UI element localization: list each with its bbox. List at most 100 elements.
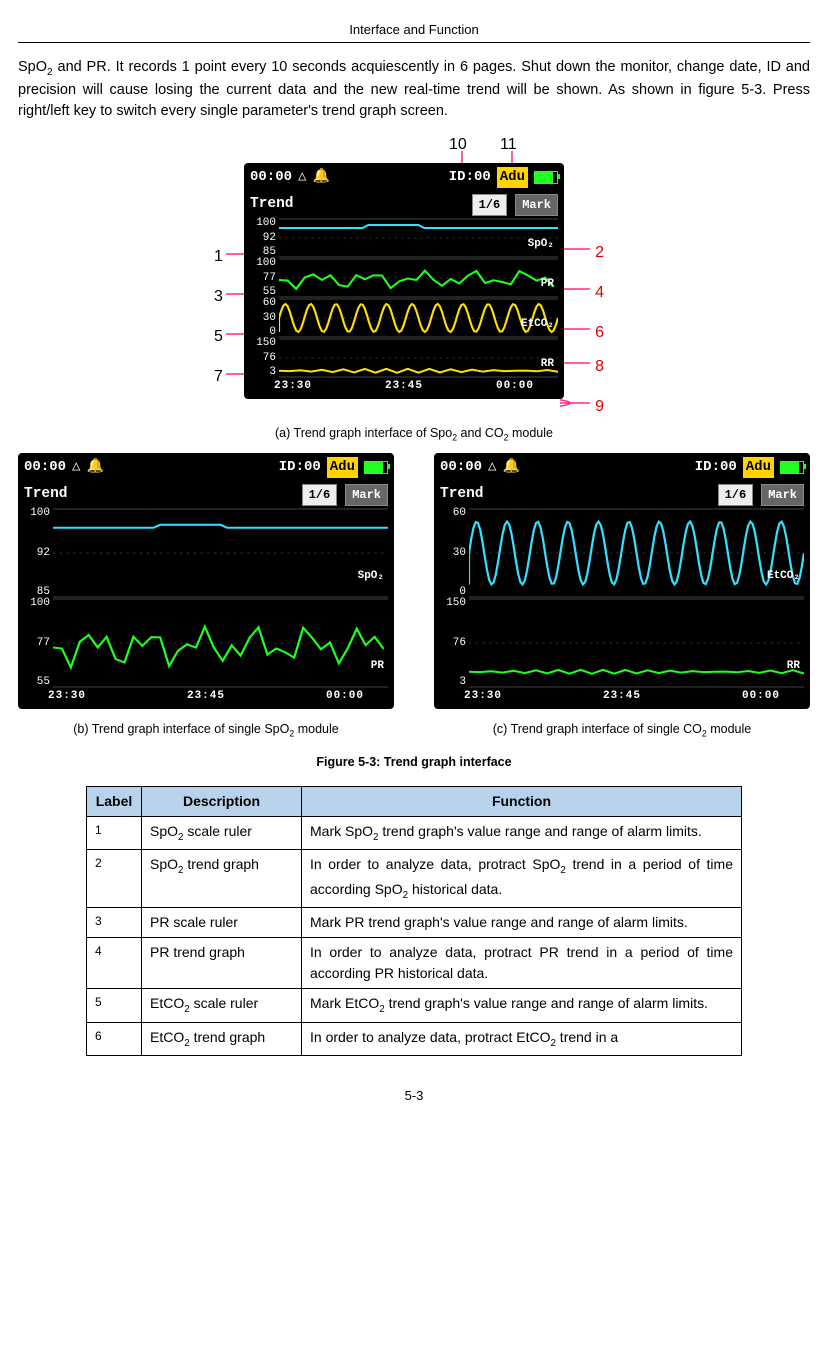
trend-plot: RR (469, 598, 804, 688)
figure-a: 10 11 1 3 5 7 2 4 6 8 9 (18, 133, 810, 445)
table-row: 2 SpO2 trend graph In order to analyze d… (87, 850, 742, 908)
cell-desc: SpO2 trend graph (142, 850, 302, 908)
cell-desc: EtCO2 trend graph (142, 1022, 302, 1055)
time: 00:00 (24, 457, 66, 478)
trend-title: Trend (440, 484, 484, 506)
scale-ruler: 1009285 (250, 218, 279, 258)
cell-func: Mark EtCO2 trend graph's value range and… (302, 989, 742, 1022)
callout-5: 5 (214, 325, 223, 349)
id-label: ID:00 (279, 457, 321, 478)
callout-8: 8 (595, 355, 604, 379)
body-paragraph: SpO2 and PR. It records 1 point every 10… (18, 57, 810, 124)
alarm-tri-icon: △ (72, 457, 80, 478)
alarm-bell-icon: 🔔 (502, 457, 519, 478)
trend-label: SpO₂ (528, 236, 554, 253)
cell-func: In order to analyze data, protract EtCO2… (302, 1022, 742, 1055)
patient-type: Adu (327, 457, 358, 478)
trend-label: RR (787, 658, 800, 675)
time-axis: 23:3023:4500:00 (434, 688, 810, 709)
page-number: 5-3 (18, 1086, 810, 1106)
cell-desc: PR scale ruler (142, 908, 302, 938)
trend-label: EtCO₂ (767, 568, 800, 585)
cell-label: 6 (87, 1022, 142, 1055)
battery-icon (364, 461, 388, 474)
cell-func: Mark SpO2 trend graph's value range and … (302, 816, 742, 849)
page-indicator[interactable]: 1/6 (472, 194, 508, 216)
callout-4: 4 (595, 281, 604, 305)
figure-title: Figure 5-3: Trend graph interface (18, 753, 810, 772)
monitor-b: 00:00 △ 🔔 ID:00 Adu Trend 1/6 Mark 10092… (18, 453, 394, 709)
trend-row: 60300 EtCO₂ (434, 508, 810, 598)
page-indicator[interactable]: 1/6 (718, 484, 754, 506)
th-label: Label (87, 786, 142, 816)
patient-type: Adu (497, 167, 528, 188)
trend-label: SpO₂ (358, 568, 384, 585)
cell-label: 2 (87, 850, 142, 908)
alarm-tri-icon: △ (488, 457, 496, 478)
trend-label: EtCO₂ (521, 316, 554, 333)
mark-button[interactable]: Mark (345, 484, 388, 506)
time: 00:00 (250, 167, 292, 188)
monitor-c: 00:00 △ 🔔 ID:00 Adu Trend 1/6 Mark 60300… (434, 453, 810, 709)
trend-title: Trend (250, 194, 294, 216)
scale-ruler: 60300 (250, 298, 279, 338)
description-table: Label Description Function 1 SpO2 scale … (86, 786, 742, 1056)
trend-row: 150763 RR (434, 598, 810, 688)
callout-9: 9 (595, 395, 604, 419)
th-func: Function (302, 786, 742, 816)
monitor-a: 00:00 △ 🔔 ID:00 Adu Trend 1/6 Mark 10092… (244, 163, 564, 399)
cell-func: In order to analyze data, protract PR tr… (302, 938, 742, 989)
page-header: Interface and Function (18, 20, 810, 43)
time-axis: 23:3023:4500:00 (244, 378, 564, 399)
table-row: 4 PR trend graph In order to analyze dat… (87, 938, 742, 989)
cell-func: In order to analyze data, protract SpO2 … (302, 850, 742, 908)
trend-title: Trend (24, 484, 68, 506)
trend-row: 60300 EtCO₂ (244, 298, 564, 338)
trend-label: RR (541, 356, 554, 373)
cell-desc: SpO2 scale ruler (142, 816, 302, 849)
alarm-bell-icon: 🔔 (312, 167, 329, 188)
scale-ruler: 60300 (440, 508, 469, 598)
trend-plot: RR (279, 338, 558, 378)
battery-icon (534, 171, 558, 184)
table-row: 3 PR scale ruler Mark PR trend graph's v… (87, 908, 742, 938)
callout-1: 1 (214, 245, 223, 269)
callout-6: 6 (595, 321, 604, 345)
id-label: ID:00 (695, 457, 737, 478)
time: 00:00 (440, 457, 482, 478)
figures-b-c: 00:00 △ 🔔 ID:00 Adu Trend 1/6 Mark 10092… (18, 453, 810, 749)
mark-button[interactable]: Mark (515, 194, 558, 216)
page-indicator[interactable]: 1/6 (302, 484, 338, 506)
scale-ruler: 150763 (250, 338, 279, 378)
alarm-bell-icon: 🔔 (86, 457, 103, 478)
trend-row: 1009285 SpO₂ (18, 508, 394, 598)
trend-label: PR (541, 276, 554, 293)
mark-button[interactable]: Mark (761, 484, 804, 506)
time-axis: 23:3023:4500:00 (18, 688, 394, 709)
table-row: 1 SpO2 scale ruler Mark SpO2 trend graph… (87, 816, 742, 849)
callout-3: 3 (214, 285, 223, 309)
scale-ruler: 1007755 (250, 258, 279, 298)
patient-type: Adu (743, 457, 774, 478)
callout-2: 2 (595, 241, 604, 265)
alarm-tri-icon: △ (298, 167, 306, 188)
trend-row: 1007755 PR (18, 598, 394, 688)
trend-row: 1009285 SpO₂ (244, 218, 564, 258)
scale-ruler: 1007755 (24, 598, 53, 688)
trend-plot: EtCO₂ (469, 508, 804, 598)
trend-row: 1007755 PR (244, 258, 564, 298)
callout-7: 7 (214, 365, 223, 389)
scale-ruler: 150763 (440, 598, 469, 688)
cell-desc: PR trend graph (142, 938, 302, 989)
trend-plot: SpO₂ (53, 508, 388, 598)
cell-desc: EtCO2 scale ruler (142, 989, 302, 1022)
trend-plot: SpO₂ (279, 218, 558, 258)
cell-label: 3 (87, 908, 142, 938)
trend-plot: PR (279, 258, 558, 298)
trend-plot: EtCO₂ (279, 298, 558, 338)
cell-label: 5 (87, 989, 142, 1022)
table-row: 5 EtCO2 scale ruler Mark EtCO2 trend gra… (87, 989, 742, 1022)
id-label: ID:00 (449, 167, 491, 188)
cell-label: 4 (87, 938, 142, 989)
table-row: 6 EtCO2 trend graph In order to analyze … (87, 1022, 742, 1055)
